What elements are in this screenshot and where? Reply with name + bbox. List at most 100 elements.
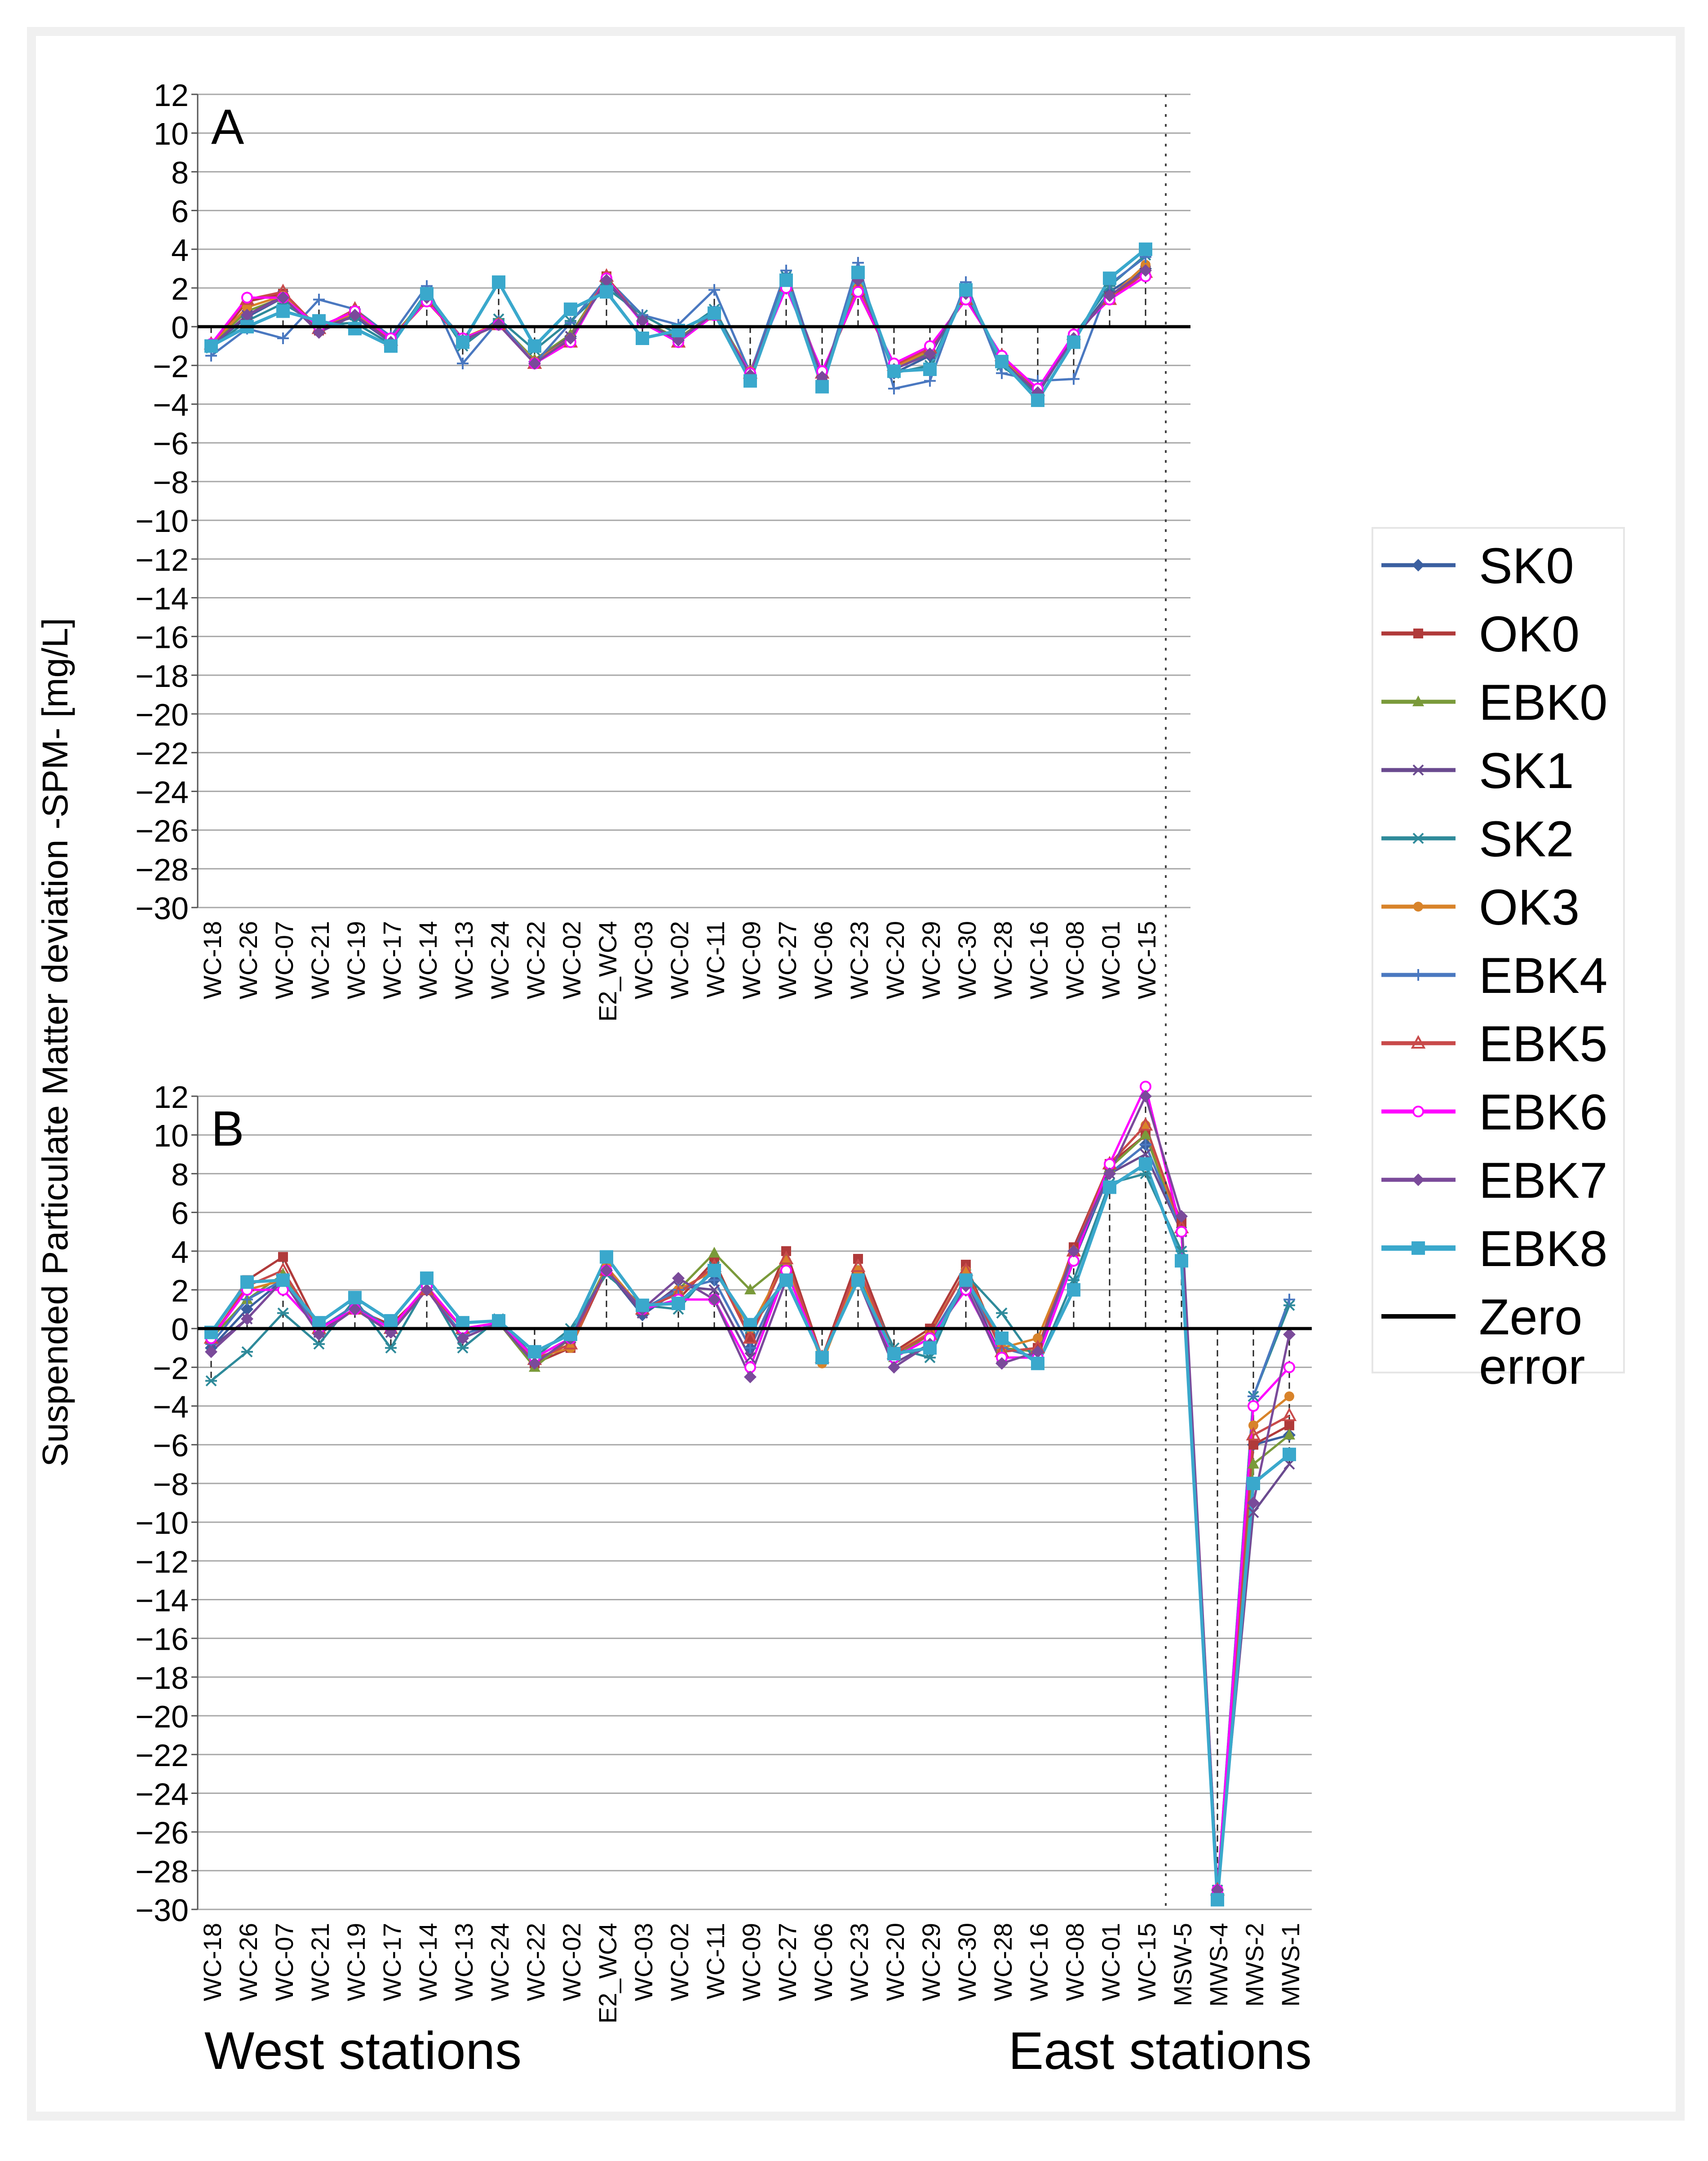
data-point-ebk8 [1103, 1180, 1116, 1194]
y-tick-label: 8 [171, 1157, 189, 1192]
data-point-ebk7 [205, 1345, 217, 1358]
y-tick-label: 6 [171, 194, 189, 229]
data-point-ebk8 [204, 339, 218, 353]
data-point-ebk7 [1139, 1090, 1152, 1103]
data-point-ebk8 [636, 332, 649, 345]
data-point-ebk8 [887, 364, 901, 378]
data-point-ebk8 [276, 304, 290, 318]
data-point-ebk7 [420, 1283, 433, 1296]
x-tick-label: WC-02 [558, 1923, 586, 2001]
data-point-sk2 [205, 1375, 217, 1386]
data-point-ebk7 [349, 1303, 361, 1316]
data-point-ebk8 [1139, 1157, 1152, 1171]
x-tick-label: WC-09 [737, 1923, 766, 2001]
data-point-ebk8 [743, 374, 757, 388]
west-stations-label: West stations [204, 2021, 522, 2081]
data-point-ebk6 [241, 292, 253, 304]
data-point-ebk8 [815, 1351, 829, 1364]
x-tick-label: WC-07 [270, 921, 298, 999]
y-tick-label: −20 [135, 1699, 189, 1734]
legend-label-ebk7: EBK7 [1479, 1152, 1607, 1209]
x-tick-label: WC-19 [342, 921, 370, 999]
x-tick-label: WC-03 [629, 921, 658, 999]
y-tick-label: 0 [171, 1312, 189, 1347]
x-tick-label: WC-01 [1097, 921, 1125, 999]
y-tick-label: −30 [135, 891, 189, 926]
legend-label-sk1: SK1 [1479, 743, 1574, 799]
data-point-sk1 [708, 1284, 720, 1296]
x-tick-label: WC-06 [809, 921, 837, 999]
legend-box [1372, 527, 1625, 1373]
data-point-ebk5 [850, 1258, 866, 1272]
data-point-ebk8 [420, 1271, 434, 1285]
x-tick-label: WC-15 [1133, 921, 1161, 999]
y-tick-label: −8 [153, 1467, 189, 1502]
data-point-ebk8 [851, 266, 865, 279]
y-tick-label: −18 [135, 1661, 189, 1696]
y-tick-label: 6 [171, 1196, 189, 1231]
chart-panel-b: 121086420−2−4−6−8−10−12−14−16−18−20−22−2… [135, 94, 1312, 2024]
legend-label-ebk6: EBK6 [1479, 1084, 1607, 1140]
data-point-ebk4 [313, 293, 325, 306]
y-axis-label: Suspended Particulate Matter deviation -… [35, 618, 75, 1467]
data-point-ebk4 [996, 367, 1008, 379]
data-point-ebk8 [600, 285, 613, 299]
data-point-ebk8 [420, 287, 434, 301]
data-point-ebk4 [1283, 1293, 1295, 1306]
x-tick-label: MWS-1 [1276, 1923, 1305, 2007]
y-tick-label: −16 [135, 1622, 189, 1657]
data-point-ebk7 [600, 1264, 613, 1277]
x-tick-label: WC-22 [522, 921, 550, 999]
east-stations-label: East stations [1008, 2021, 1312, 2081]
data-point-ebk8 [923, 362, 937, 376]
x-tick-label: WC-17 [378, 921, 406, 999]
data-point-ebk4 [277, 332, 289, 344]
data-point-ebk7 [1031, 1345, 1044, 1358]
x-tick-label: WC-02 [665, 1923, 694, 2001]
data-point-ebk8 [456, 335, 469, 349]
data-point-ebk8 [1067, 1283, 1080, 1297]
y-tick-label: −14 [135, 1583, 189, 1618]
data-point-sk0 [241, 1303, 253, 1316]
data-point-sk1 [744, 1352, 756, 1364]
x-tick-label: WC-08 [1061, 921, 1089, 999]
y-tick-label: −28 [135, 1854, 189, 1889]
data-point-ebk8 [348, 1291, 362, 1305]
data-point-ebk7 [1139, 264, 1152, 277]
data-point-ebk5 [1246, 1426, 1261, 1441]
data-point-ebk8 [276, 1273, 290, 1287]
data-point-ebk4 [1068, 373, 1080, 385]
data-point-sk2 [385, 1342, 397, 1354]
x-tick-label: WC-27 [773, 1923, 801, 2001]
x-tick-label: WC-14 [414, 1923, 442, 2001]
legend-label-ebk8: EBK8 [1479, 1221, 1607, 1277]
x-tick-label: WC-13 [450, 921, 478, 999]
legend-marker-ok3 [1413, 902, 1423, 912]
data-point-sk2 [277, 1307, 289, 1319]
data-point-ebk8 [492, 1314, 505, 1328]
x-tick-label: WC-27 [773, 921, 801, 999]
data-point-ebk7 [744, 1370, 757, 1383]
data-point-ebk7 [313, 1328, 325, 1341]
y-tick-label: −10 [135, 504, 189, 539]
data-point-ebk7 [1175, 1210, 1188, 1223]
legend-label-ok3: OK3 [1479, 879, 1580, 935]
x-tick-label: WC-02 [665, 921, 694, 999]
data-point-ok0 [278, 1252, 288, 1262]
y-tick-label: −30 [135, 1893, 189, 1928]
y-tick-label: −26 [135, 1816, 189, 1851]
data-point-ebk7 [1247, 1497, 1260, 1509]
data-point-sk2 [457, 1342, 469, 1354]
x-tick-label: WC-29 [917, 921, 945, 999]
data-point-ebk8 [492, 275, 505, 289]
data-point-ebk8 [672, 1297, 685, 1311]
y-tick-label: −26 [135, 814, 189, 849]
x-tick-label: WC-16 [1025, 1923, 1053, 2001]
y-tick-label: 4 [171, 1235, 189, 1270]
data-point-ebk8 [887, 1347, 901, 1361]
y-tick-label: −12 [135, 542, 189, 577]
y-tick-label: −6 [153, 426, 189, 461]
x-tick-label: WC-30 [953, 1923, 981, 2001]
y-tick-label: 4 [171, 233, 189, 268]
legend-label-zero-error: Zero [1479, 1289, 1582, 1345]
